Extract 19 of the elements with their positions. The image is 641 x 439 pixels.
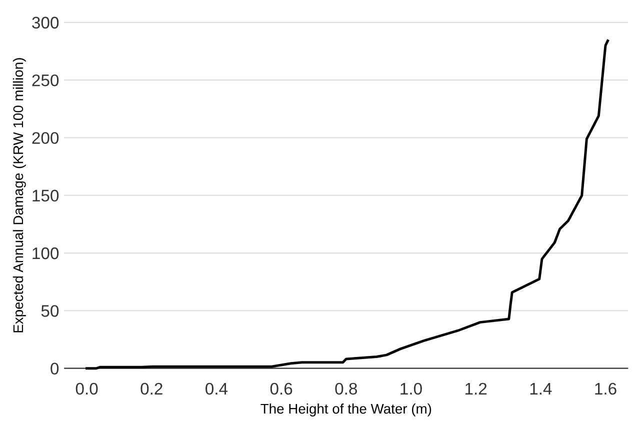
x-tick-label: 1.6 — [595, 382, 616, 395]
x-tick-label: 0.2 — [140, 382, 162, 395]
y-tick-label: 300 — [32, 16, 59, 29]
x-tick-label: 0.8 — [335, 382, 357, 395]
y-tick-label: 0 — [50, 362, 59, 375]
x-tick-label: 0.6 — [270, 382, 292, 395]
x-tick-label: 0.4 — [206, 382, 228, 395]
x-tick-label: 1.2 — [466, 382, 487, 394]
y-axis-title: Expected Annual Damage (KRW 100 million) — [12, 58, 26, 332]
y-tick-label: 150 — [32, 190, 59, 202]
y-tick-label: 200 — [32, 132, 59, 144]
x-tick-label: 1.4 — [530, 383, 552, 394]
x-tick-label: 0.0 — [76, 382, 98, 395]
y-tick-label: 250 — [32, 74, 59, 86]
x-axis-title: The Height of the Water (m) — [260, 403, 432, 416]
x-tick-label: 1.0 — [400, 382, 422, 395]
y-tick-label: 50 — [41, 305, 59, 317]
line-series — [86, 40, 610, 370]
y-tick-label: 100 — [32, 247, 59, 260]
